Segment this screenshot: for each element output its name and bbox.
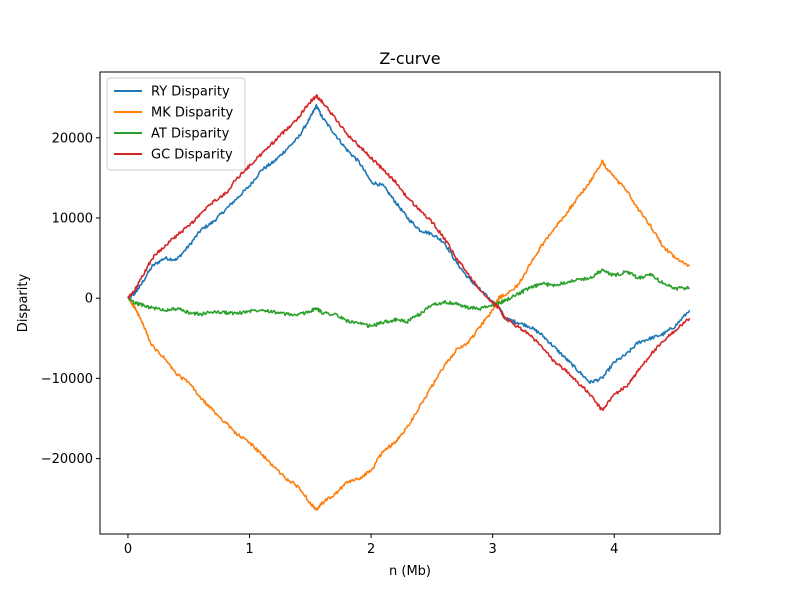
x-tick-label: 4 (610, 542, 618, 557)
series-layer (127, 94, 691, 511)
legend: RY Disparity MK Disparity AT Disparity GC D… (106, 77, 246, 171)
x-tick-label: 0 (124, 542, 132, 557)
y-tick-label: −10000 (41, 372, 93, 387)
legend-entry: AT Disparity (151, 127, 230, 142)
legend-entry: RY Disparity (151, 85, 230, 100)
series-line-mk-disparity (127, 159, 691, 511)
y-tick-label: 10000 (52, 211, 93, 226)
plot-frame (99, 71, 721, 535)
x-axis-ticks: 0 1 2 3 4 (124, 534, 618, 557)
x-tick-label: 3 (489, 542, 497, 557)
y-axis-label: Disparity (16, 274, 31, 333)
series-line-at-disparity (127, 268, 691, 328)
series-line-ry-disparity (127, 104, 691, 384)
y-tick-label: 0 (85, 292, 93, 307)
legend-box (106, 77, 246, 171)
y-tick-label: 20000 (52, 131, 93, 146)
x-tick-label: 1 (245, 542, 253, 557)
legend-entry: MK Disparity (151, 106, 234, 121)
chart-title: Z-curve (379, 49, 440, 68)
y-axis-ticks: −20000 −10000 0 10000 20000 (41, 131, 100, 467)
x-axis-label: n (Mb) (389, 564, 431, 579)
legend-entry: GC Disparity (151, 148, 233, 163)
x-tick-label: 2 (367, 542, 375, 557)
y-tick-label: −20000 (41, 452, 93, 467)
series-line-gc-disparity (127, 94, 691, 412)
